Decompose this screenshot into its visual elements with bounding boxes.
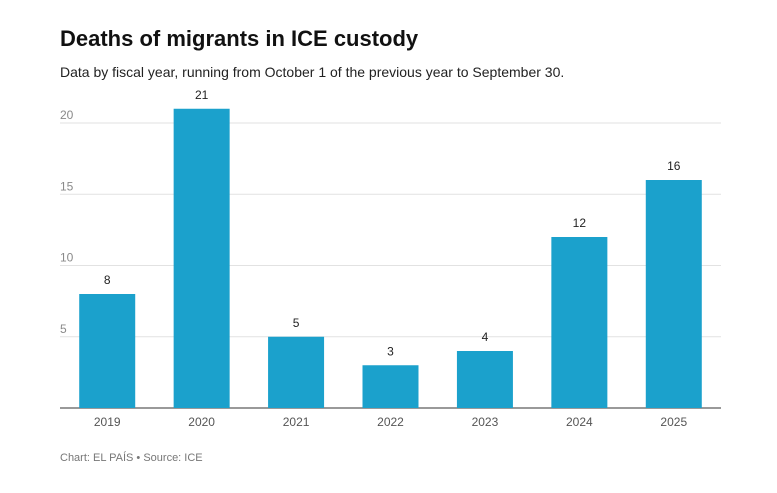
y-tick-label: 15 <box>60 179 74 193</box>
y-tick-label: 10 <box>60 251 74 265</box>
x-tick-label-2021: 2021 <box>283 415 310 429</box>
value-label-2025: 16 <box>667 159 681 173</box>
x-tick-label-2020: 2020 <box>188 415 215 429</box>
chart-subtitle: Data by fiscal year, running from Octobe… <box>60 64 565 80</box>
value-label-2020: 21 <box>195 88 209 102</box>
x-tick-label-2022: 2022 <box>377 415 404 429</box>
labels: 5 10 15 20 8 2019 21 2020 5 2021 3 2022 4 2023 12 2024 1… <box>60 88 687 429</box>
bar-2023 <box>456 351 513 408</box>
bar-2020 <box>173 108 230 408</box>
value-label-2023: 4 <box>482 330 489 344</box>
x-tick-label-2019: 2019 <box>94 415 121 429</box>
y-tick-label: 20 <box>60 108 74 122</box>
chart-title: Deaths of migrants in ICE custody <box>60 26 419 51</box>
value-label-2019: 8 <box>104 273 111 287</box>
chart-source: Chart: EL PAÍS • Source: ICE <box>60 452 203 464</box>
value-label-2024: 12 <box>573 216 587 230</box>
x-tick-label-2023: 2023 <box>472 415 499 429</box>
value-label-2021: 5 <box>293 316 300 330</box>
x-tick-label-2025: 2025 <box>660 415 687 429</box>
bars <box>79 108 702 408</box>
bar-2019 <box>79 294 136 408</box>
value-label-2022: 3 <box>387 344 394 358</box>
bar-2025 <box>645 180 702 408</box>
bar-2022 <box>362 365 419 408</box>
bar-2024 <box>551 237 608 408</box>
x-tick-label-2024: 2024 <box>566 415 593 429</box>
bar-2021 <box>268 336 325 408</box>
y-tick-label: 5 <box>60 322 67 336</box>
